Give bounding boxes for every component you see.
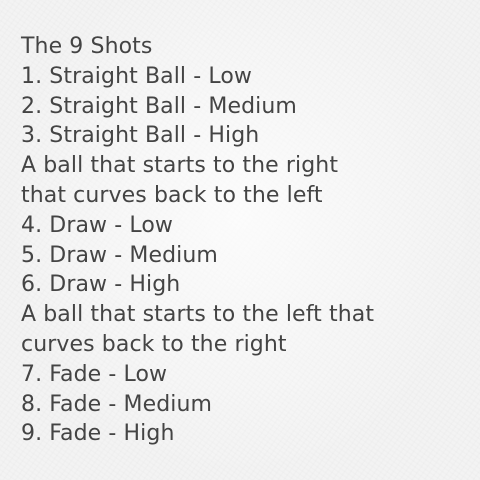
note-line-fade-high: 9. Fade - High [21,421,175,447]
note-line-fade-medium: 8. Fade - Medium [21,391,213,417]
note-line-draw-description-2: that curves back to the left [21,182,323,208]
note-line-fade-description-2: curves back to the right [21,331,287,357]
note-line-straight-low: 1. Straight Ball - Low [21,63,252,89]
note-line-draw-low: 4. Draw - Low [21,212,173,238]
note-text: The 9 Shots 1. Straight Ball - Low 2. St… [21,32,471,449]
note-line-draw-description-1: A ball that starts to the right [21,153,339,179]
note-line-fade-low: 7. Fade - Low [21,361,168,387]
note-title: The 9 Shots [21,34,153,59]
note-line-straight-medium: 2. Straight Ball - Medium [21,93,297,119]
note-line-straight-high: 3. Straight Ball - High [21,123,260,149]
note-line-draw-high: 6. Draw - High [21,272,181,298]
note-line-fade-description-1: A ball that starts to the left that [21,302,375,328]
note-line-draw-medium: 5. Draw - Medium [21,242,218,268]
